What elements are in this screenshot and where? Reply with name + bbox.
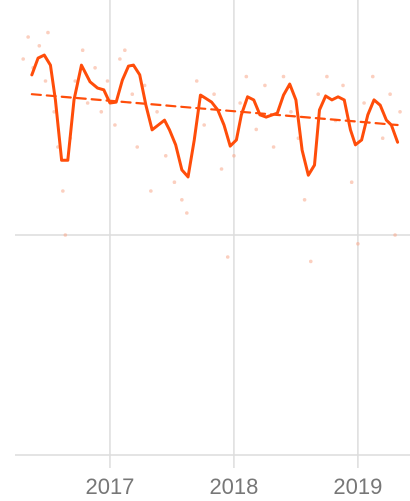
scatter-point [99, 110, 104, 114]
scatter-point [281, 74, 286, 79]
scatter-point [219, 167, 224, 171]
scatter-point [46, 30, 50, 35]
scatter-point [356, 242, 360, 246]
scatter-point [155, 110, 159, 114]
scatter-point [308, 259, 313, 264]
scatter-point [254, 127, 259, 132]
scatter-point [316, 92, 321, 96]
scatter-point [202, 123, 206, 127]
scatter-point [130, 92, 135, 96]
scatter-point [85, 101, 90, 105]
scatter-point [238, 101, 242, 105]
scatter-point [370, 74, 375, 79]
scatter-point [263, 83, 267, 88]
scatter-point [194, 79, 199, 83]
scatter-point [113, 123, 117, 127]
x-tick-label: 2018 [209, 474, 258, 499]
scatter-point [362, 101, 366, 105]
scatter-point [302, 198, 307, 202]
scatter-point [123, 48, 127, 52]
scatter-point [185, 211, 189, 215]
scatter-point [73, 79, 78, 83]
scatter-point [393, 233, 397, 237]
scatter-point [26, 35, 30, 39]
scatter-point [21, 57, 25, 61]
scatter-point [244, 74, 249, 79]
scatter-point [80, 48, 85, 52]
scatter-point [349, 180, 354, 184]
scatter-point [341, 83, 345, 88]
scatter-point [180, 198, 184, 202]
scatter-point [289, 110, 293, 114]
scatter-point [135, 145, 140, 149]
x-tick-label: 2017 [85, 474, 134, 499]
scatter-point [61, 189, 65, 193]
trend-line [30, 93, 399, 127]
scatter-point [142, 83, 147, 88]
scatter-point [225, 255, 230, 259]
scatter-point [388, 92, 392, 96]
scatter-point [149, 189, 153, 193]
scatter-point [105, 79, 110, 83]
scatter-point [398, 110, 402, 114]
scatter-point [37, 44, 42, 48]
scatter-point [380, 136, 385, 140]
scatter-point [163, 154, 168, 158]
scatter-point [172, 180, 177, 184]
scatter-point [325, 74, 329, 79]
scatter-point [232, 154, 236, 158]
scatter-point [93, 66, 97, 70]
scatter-point [43, 79, 48, 83]
scatter-point [271, 145, 276, 149]
smooth-line [30, 53, 400, 179]
x-tick-label: 2019 [333, 474, 382, 499]
scatter-point [212, 92, 216, 96]
scatter-point [118, 57, 122, 61]
scatter-point [63, 233, 68, 237]
